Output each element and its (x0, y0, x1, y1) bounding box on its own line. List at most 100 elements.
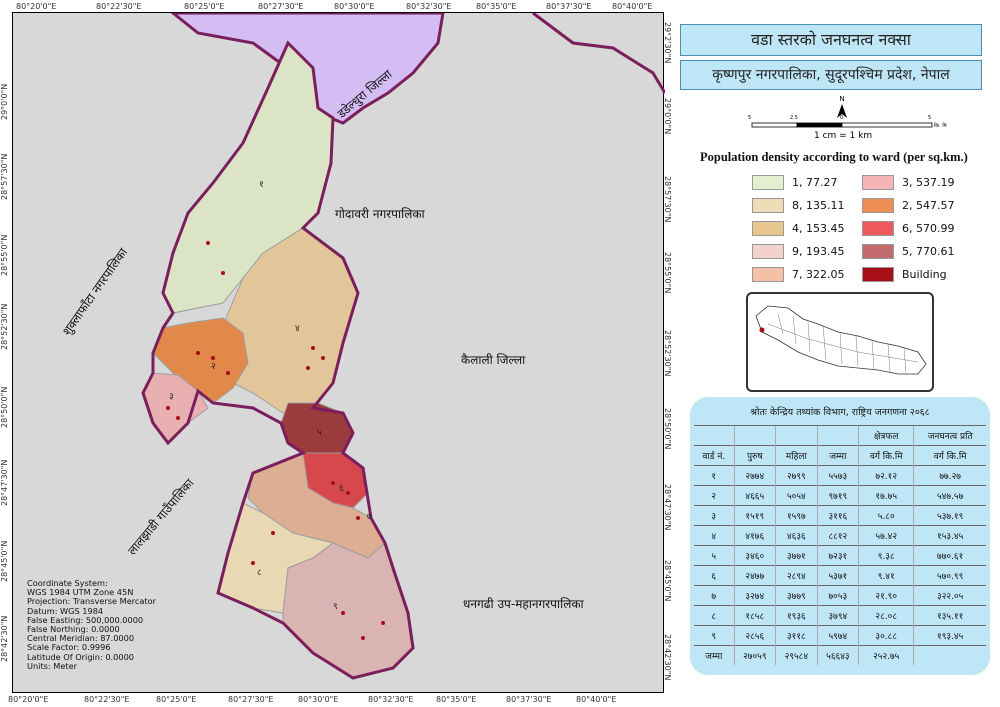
table-cell: २८९४ (775, 565, 818, 586)
table-cell: २८५६ (733, 625, 776, 646)
table-cell: ९७१९ (816, 485, 859, 506)
table-cell: २४७७ (733, 565, 776, 586)
legend-swatch (862, 198, 894, 213)
table-cell: १५३.४५ (913, 525, 986, 546)
table-cell: ४६६५ (733, 485, 776, 506)
scale-caption: 1 cm = 1 km (814, 131, 873, 141)
legend-swatch (752, 221, 784, 236)
table-cell: ६ (694, 565, 735, 586)
table-header-cell: वर्ग कि.मि (858, 445, 914, 466)
table-cell: ५ (694, 545, 735, 566)
coord-info-line: Datum: WGS 1984 (27, 605, 104, 616)
top-tick: 80°32'30"E (406, 2, 452, 11)
top-tick: 80°22'30"E (96, 2, 142, 11)
top-tick: 80°35'0"E (476, 2, 517, 11)
coord-info-line: Coordinate System: (27, 578, 108, 588)
table-row: ७ ३२७४ ३७७९ ७०५३ २१.९० ३२२.०५ (694, 585, 986, 606)
table-cell: ३७९४ (816, 605, 859, 626)
table-row: ५ ३४६० ३७७१ ७२३१ ९.३८ ७७०.६१ (694, 545, 986, 566)
population-table-panel: श्रोतः केन्द्रिय तथ्यांक विभाग, राष्ट्रि… (690, 397, 990, 675)
table-cell: जम्मा (694, 645, 735, 665)
north-label: N (839, 95, 845, 103)
right-tick: 28°47'30"N (663, 484, 672, 531)
legend-item: 6, 570.99 (862, 221, 954, 236)
table-cell: ४१७६ (733, 525, 776, 546)
legend-item: 4, 153.45 (752, 221, 844, 236)
table-header-cell: पुरुष (733, 445, 776, 466)
ward-1-number: १ (259, 180, 264, 190)
legend-label: Building (902, 268, 947, 281)
table-cell: ३ (694, 505, 735, 526)
table-cell: १३५.११ (913, 605, 986, 626)
table-row: ६ २४७७ २८९४ ५३७१ ९.४१ ५७०.९९ (694, 565, 986, 586)
table-cell: ५.८० (858, 505, 914, 526)
table-cell: ५९७४ (816, 625, 859, 646)
ward-7-number: ७ (367, 512, 372, 522)
bottom-tick: 80°20'0"E (8, 695, 49, 704)
coord-info-line: WGS 1984 UTM Zone 45N (27, 587, 134, 598)
table-header-cell (694, 425, 735, 446)
legend-item: 8, 135.11 (752, 198, 844, 213)
legend-label: 8, 135.11 (792, 199, 845, 212)
coord-info-line: Latitude Of Origin: 0.0000 (27, 651, 134, 662)
table-row: ३ १५१९ १५९७ ३११६ ५.८० ५३७.१९ (694, 505, 986, 526)
table-cell: १९३.४५ (913, 625, 986, 646)
coord-info-line: Central Meridian: 87.0000 (27, 633, 135, 644)
legend-item: 1, 77.27 (752, 175, 837, 190)
ward-2-region (152, 317, 249, 404)
table-cell: ७०५३ (816, 585, 859, 606)
bottom-tick: 80°22'30"E (84, 695, 130, 704)
table-cell: ३४६० (733, 545, 776, 566)
table-header-cell: जनघनत्व प्रति (913, 425, 986, 446)
scale-tick: 0 (840, 115, 844, 121)
table-cell: ५३७.१९ (913, 505, 986, 526)
top-tick: 80°40'0"E (612, 2, 653, 11)
right-tick: 28°42'30"N (663, 634, 672, 681)
legend-swatch (752, 267, 784, 282)
table-cell: २७०५९ (733, 645, 776, 665)
legend-swatch (862, 175, 894, 190)
table-cell: १९३६ (775, 605, 818, 626)
table-row: ९ २८५६ ३११८ ५९७४ ३०.८८ १९३.४५ (694, 625, 986, 646)
legend-swatch (752, 244, 784, 259)
table-row: २ ४६६५ ५०५४ ९७१९ १७.७५ ५४७.५७ (694, 485, 986, 506)
legend-item: 9, 193.45 (752, 244, 844, 259)
ward-2-number: २ (211, 362, 216, 372)
location-marker (759, 327, 765, 333)
left-tick: 28°42'30"N (0, 615, 9, 662)
coord-info-line: Units: Meter (27, 660, 78, 671)
table-header-row: वार्ड नं. पुरुष महिला जम्मा वर्ग कि.मि व… (694, 445, 986, 466)
table-cell: ७७०.६१ (913, 545, 986, 566)
table-cell: ५६६४३ (816, 645, 859, 665)
coord-info-line: Scale Factor: 0.9996 (27, 642, 111, 653)
table-cell: ३११६ (816, 505, 859, 526)
table-cell: १ (694, 465, 735, 486)
coord-info-line: False Northing: 0.0000 (27, 624, 120, 635)
table-cell: १८५८ (733, 605, 776, 626)
table-cell: ३२२.०५ (913, 585, 986, 606)
right-tick: 28°52'30"N (663, 330, 672, 377)
bottom-tick: 80°30'0"E (298, 695, 339, 704)
coordinate-info: Coordinate System: WGS 1984 UTM Zone 45N… (27, 578, 156, 671)
legend-item: Building (862, 267, 947, 282)
table-header-cell (733, 425, 776, 446)
legend-swatch (862, 244, 894, 259)
table-cell: ५०५४ (775, 485, 818, 506)
table-cell: ७२.१२ (858, 465, 914, 486)
table-header-cell: जम्मा (816, 445, 859, 466)
table-header-cell: वार्ड नं. (694, 445, 735, 466)
table-body: १ २७७४ २७९९ ५५७३ ७२.१२ ७७.२७ २ ४६६५ ५०५४ ९७१९ १७.७… (694, 465, 986, 665)
left-tick: 28°57'30"N (0, 153, 9, 200)
top-tick: 80°20'0"E (16, 2, 57, 11)
dhangadhi-label: धनगढी उप-महानगरपालिका (463, 597, 584, 611)
table-cell: ९.४१ (858, 565, 914, 586)
left-tick: 28°50'0"N (0, 386, 9, 428)
ward-8-number: ८ (257, 568, 262, 578)
north-arrow-icon: N (836, 96, 848, 122)
table-cell: ४६३६ (775, 525, 818, 546)
map-subtitle: कृष्णपुर नगरपालिका, सुदूरपश्चिम प्रदेश, … (680, 60, 982, 90)
scale-tick: 2.5 (790, 115, 798, 121)
ward-9-region (282, 542, 414, 679)
table-cell: ७७.२७ (913, 465, 986, 486)
inset-map (746, 292, 934, 392)
